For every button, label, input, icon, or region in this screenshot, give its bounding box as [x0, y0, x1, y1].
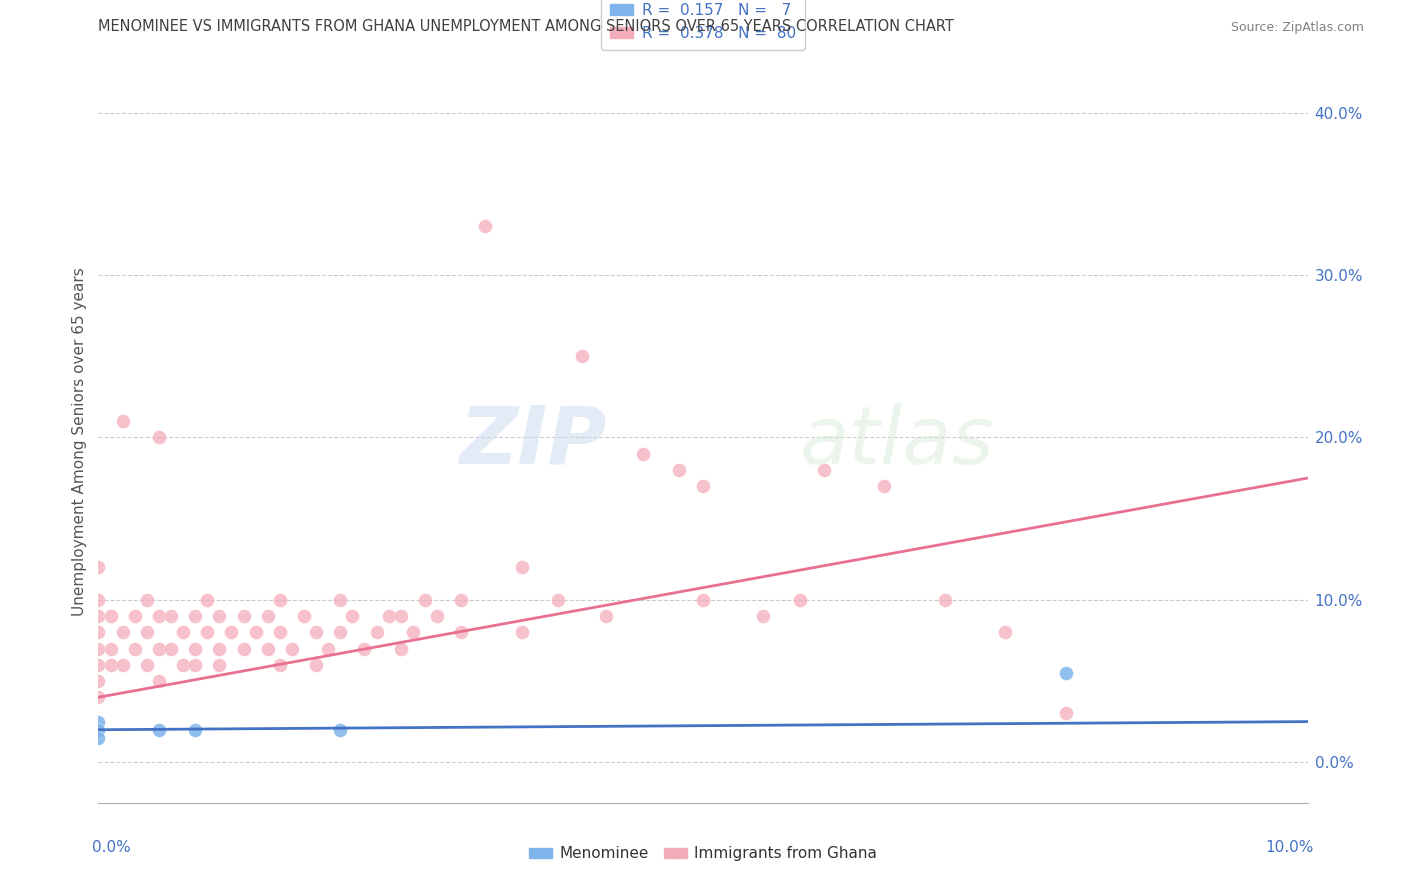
Y-axis label: Unemployment Among Seniors over 65 years: Unemployment Among Seniors over 65 years: [72, 268, 87, 615]
Point: [256, 609, 278, 624]
Point: [450, 592, 472, 607]
Point: [389, 641, 412, 656]
Point: [184, 641, 207, 656]
Point: [329, 723, 352, 737]
Point: [316, 641, 339, 656]
Point: [87, 657, 110, 672]
Point: [305, 625, 328, 640]
Point: [195, 592, 218, 607]
Point: [668, 463, 690, 477]
Point: [160, 609, 183, 624]
Point: [873, 479, 896, 493]
Point: [402, 625, 425, 640]
Point: [87, 723, 110, 737]
Text: ZIP: ZIP: [458, 402, 606, 481]
Point: [148, 430, 170, 444]
Point: [135, 592, 157, 607]
Point: [208, 657, 231, 672]
Point: [184, 723, 207, 737]
Point: [87, 714, 110, 729]
Point: [934, 592, 956, 607]
Point: [631, 447, 654, 461]
Point: [232, 609, 254, 624]
Point: [366, 625, 388, 640]
Point: [329, 592, 352, 607]
Point: [450, 625, 472, 640]
Point: [148, 673, 170, 688]
Point: [87, 641, 110, 656]
Point: [87, 609, 110, 624]
Point: [100, 657, 122, 672]
Point: [1054, 665, 1077, 680]
Point: [994, 625, 1017, 640]
Point: [510, 625, 533, 640]
Point: [208, 641, 231, 656]
Point: [221, 625, 243, 640]
Point: [377, 609, 399, 624]
Point: [232, 641, 254, 656]
Point: [148, 609, 170, 624]
Point: [269, 657, 291, 672]
Point: [595, 609, 617, 624]
Point: [692, 479, 714, 493]
Point: [111, 414, 134, 428]
Point: [256, 641, 278, 656]
Point: [184, 657, 207, 672]
Point: [100, 641, 122, 656]
Point: [571, 349, 593, 363]
Point: [172, 657, 194, 672]
Point: [329, 625, 352, 640]
Text: 0.0%: 0.0%: [93, 840, 131, 855]
Point: [87, 592, 110, 607]
Point: [389, 609, 412, 624]
Point: [135, 625, 157, 640]
Point: [195, 625, 218, 640]
Point: [87, 731, 110, 745]
Point: [124, 609, 146, 624]
Point: [510, 560, 533, 574]
Point: [124, 641, 146, 656]
Point: [111, 625, 134, 640]
Point: [342, 609, 364, 624]
Point: [87, 560, 110, 574]
Point: [1054, 706, 1077, 721]
Point: [426, 609, 449, 624]
Point: [245, 625, 267, 640]
Text: Source: ZipAtlas.com: Source: ZipAtlas.com: [1230, 21, 1364, 34]
Point: [87, 625, 110, 640]
Point: [547, 592, 569, 607]
Point: [305, 657, 328, 672]
Text: 10.0%: 10.0%: [1265, 840, 1313, 855]
Point: [111, 657, 134, 672]
Point: [160, 641, 183, 656]
Point: [148, 723, 170, 737]
Point: [87, 673, 110, 688]
Point: [208, 609, 231, 624]
Point: [813, 463, 835, 477]
Point: [789, 592, 811, 607]
Point: [413, 592, 436, 607]
Point: [292, 609, 315, 624]
Point: [172, 625, 194, 640]
Text: MENOMINEE VS IMMIGRANTS FROM GHANA UNEMPLOYMENT AMONG SENIORS OVER 65 YEARS CORR: MENOMINEE VS IMMIGRANTS FROM GHANA UNEMP…: [98, 20, 955, 34]
Point: [148, 641, 170, 656]
Point: [87, 690, 110, 705]
Point: [474, 219, 496, 234]
Point: [100, 609, 122, 624]
Text: atlas: atlas: [800, 402, 994, 481]
Point: [353, 641, 375, 656]
Point: [692, 592, 714, 607]
Point: [269, 625, 291, 640]
Point: [281, 641, 304, 656]
Point: [269, 592, 291, 607]
Point: [184, 609, 207, 624]
Legend: Menominee, Immigrants from Ghana: Menominee, Immigrants from Ghana: [523, 840, 883, 867]
Point: [135, 657, 157, 672]
Point: [752, 609, 775, 624]
